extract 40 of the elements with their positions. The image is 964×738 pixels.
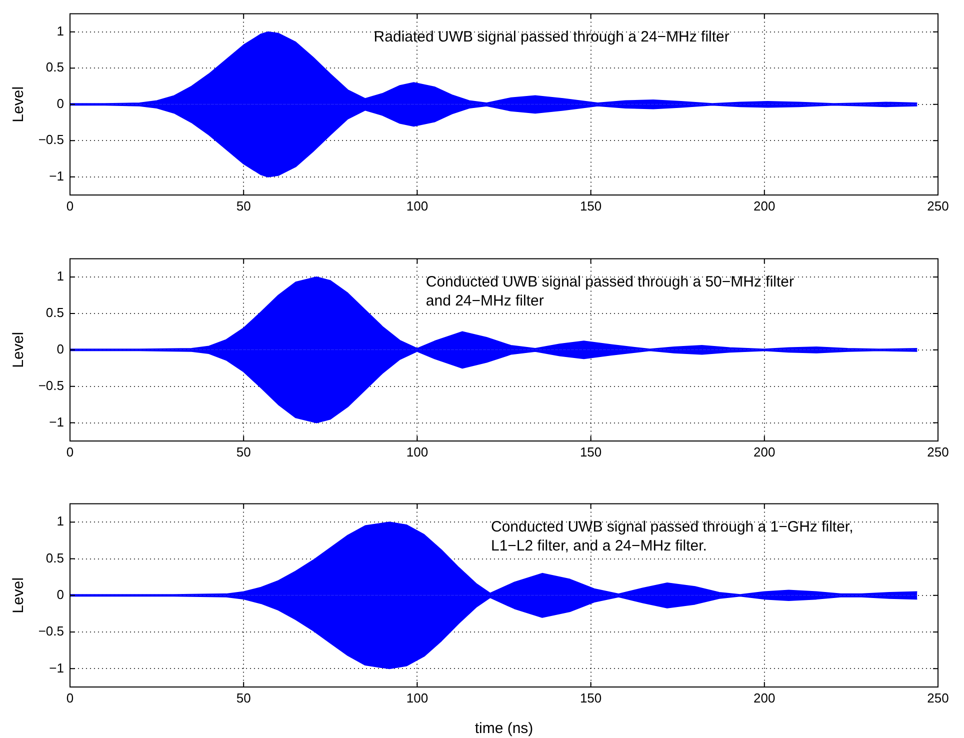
x-tick-label: 200 (754, 198, 776, 214)
x-tick-label: 200 (754, 690, 776, 706)
x-tick-label: 0 (66, 690, 74, 706)
x-tick-label: 100 (406, 690, 428, 706)
y-tick-label: −1 (49, 168, 64, 184)
x-tick-label: 50 (236, 198, 251, 214)
y-tick-label: −1 (49, 660, 64, 676)
x-tick-label: 150 (580, 198, 602, 214)
x-tick-label: 250 (927, 444, 949, 460)
y-tick-label: 1 (56, 24, 64, 38)
y-tick-label: 0 (56, 586, 64, 602)
x-tick-label: 150 (580, 444, 602, 460)
y-tick-label: 0 (56, 341, 64, 356)
annotation: Conducted UWB signal passed through a 1−GHz filter, L1−L2 filter, and a 24−MHz filter. (490, 518, 854, 554)
y-axis-title: Level (10, 86, 28, 122)
x-tick-label: 250 (927, 690, 949, 706)
y-tick-label: −0.5 (38, 132, 64, 148)
annotation: Conducted UWB signal passed through a 50−MHz filter and 24−MHz filter (426, 273, 794, 310)
y-tick-label: 0.5 (46, 60, 64, 75)
x-tick-label: 200 (754, 444, 776, 460)
x-tick-label: 0 (66, 444, 74, 460)
y-axis-title: Level (10, 577, 28, 614)
annotation: Radiated UWB signal passed through a 24−MHz filter (374, 28, 730, 46)
y-tick-label: 0.5 (46, 550, 64, 566)
y-tick-label: 0.5 (46, 305, 64, 320)
x-axis-title: time (ns) (474, 720, 534, 738)
y-tick-label: −0.5 (38, 624, 64, 639)
x-tick-label: 250 (927, 198, 949, 214)
x-tick-label: 100 (406, 198, 428, 214)
x-tick-label: 150 (580, 690, 602, 706)
y-tick-label: −0.5 (38, 378, 64, 393)
y-tick-label: 1 (56, 514, 64, 529)
y-tick-label: 1 (56, 268, 64, 284)
y-tick-label: −1 (49, 414, 64, 430)
x-tick-label: 50 (236, 690, 251, 706)
x-tick-label: 50 (236, 444, 251, 460)
x-tick-label: 0 (66, 198, 74, 214)
x-tick-label: 100 (406, 444, 428, 460)
y-tick-label: 0 (56, 96, 64, 111)
y-axis-title: Level (10, 332, 28, 368)
